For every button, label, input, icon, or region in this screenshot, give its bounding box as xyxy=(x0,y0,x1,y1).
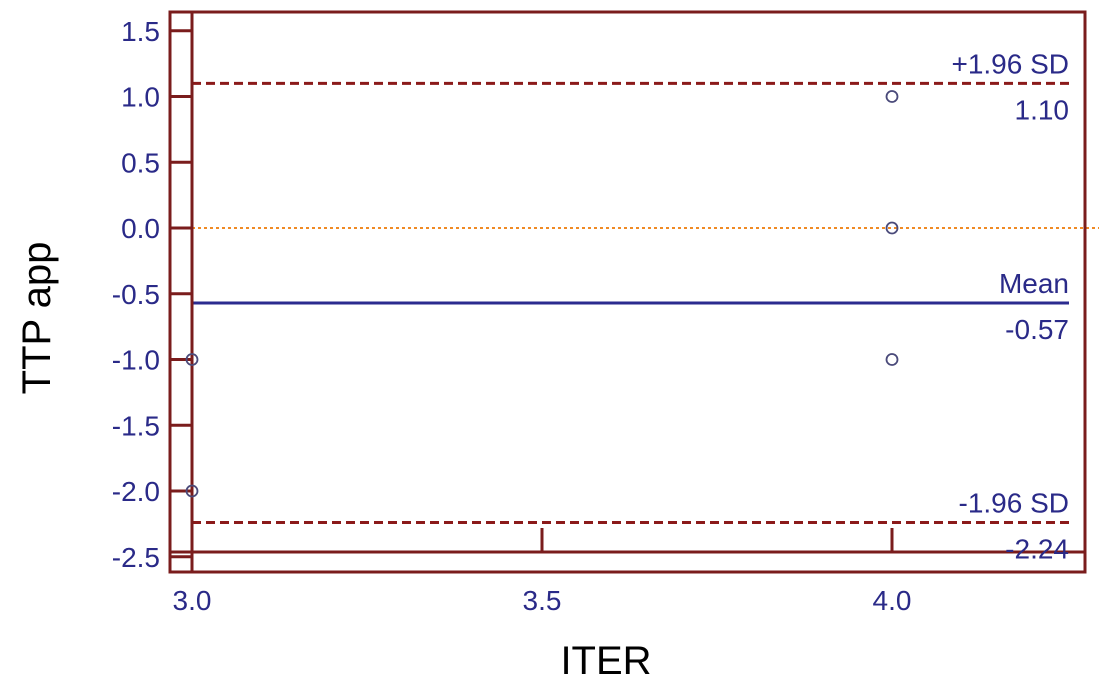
x-tick-label-1: 3.5 xyxy=(523,585,562,616)
y-tick-label-4: -0.5 xyxy=(112,279,160,310)
x-tick-label-2: 4.0 xyxy=(873,585,912,616)
reference-line-name-1: Mean xyxy=(999,268,1069,299)
reference-line-name-0: +1.96 SD xyxy=(951,48,1069,79)
data-point-1 xyxy=(885,221,899,235)
y-tick-label-2: 0.5 xyxy=(121,147,160,178)
reference-line-name-2: -1.96 SD xyxy=(959,488,1070,519)
y-tick-label-1: 1.0 xyxy=(121,82,160,113)
labels-layer: +1.96 SD 1.10 Mean -0.57 -1.96 SD -2.24 1.5 1.0… xyxy=(112,16,1070,616)
reference-lines-layer xyxy=(192,81,1099,525)
y-tick-label-6: -1.5 xyxy=(112,410,160,441)
data-point-4 xyxy=(185,353,199,366)
y-tick-label-5: -1.0 xyxy=(112,345,160,376)
reference-line-value-2: -2.24 xyxy=(1005,534,1069,565)
y-tick-label-0: 1.5 xyxy=(121,16,160,47)
x-axis-title: ITER xyxy=(560,639,651,683)
y-tick-label-8: -2.5 xyxy=(112,542,160,573)
data-point-5 xyxy=(185,484,199,498)
reference-line-value-0: 1.10 xyxy=(1015,94,1070,125)
reference-line-value-1: -0.57 xyxy=(1005,314,1069,345)
axis-ticks-layer xyxy=(170,29,894,559)
data-point-0 xyxy=(885,90,899,103)
plot-frame-layer xyxy=(168,10,1087,574)
y-axis-title: TTP app xyxy=(15,242,59,395)
y-tick-label-7: -2.0 xyxy=(112,476,160,507)
y-tick-label-3: 0.0 xyxy=(121,213,160,244)
plot-frame xyxy=(168,10,1087,574)
data-point-3 xyxy=(885,353,899,366)
x-tick-label-0: 3.0 xyxy=(173,585,212,616)
data-points-layer xyxy=(185,90,899,498)
